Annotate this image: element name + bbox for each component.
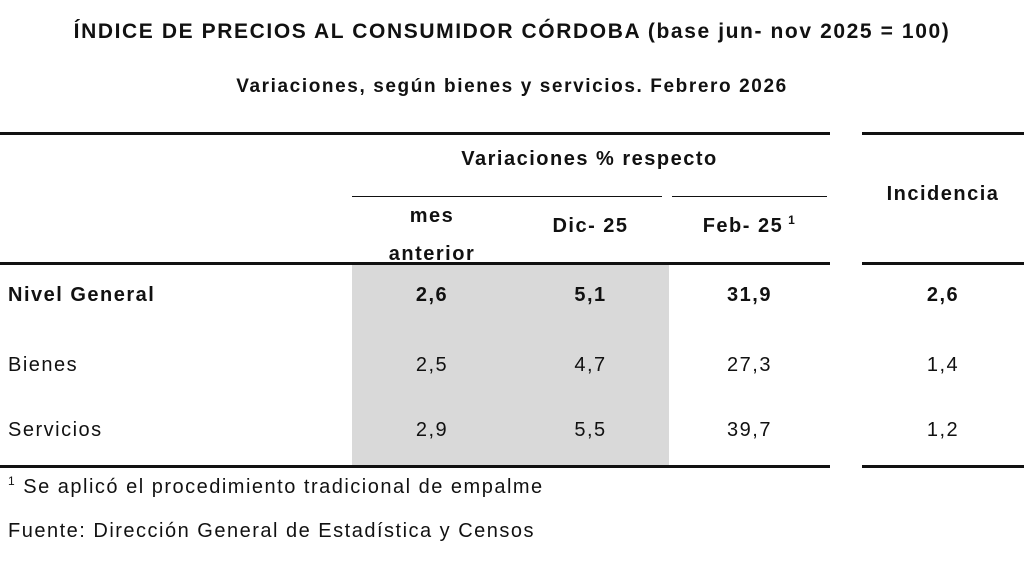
column-header-dic25: Dic- 25 <box>552 215 629 237</box>
cell-dic25: 5,5 <box>574 419 607 441</box>
cell-incidencia: 2,6 <box>926 284 960 306</box>
cell-mes-anterior: 2,6 <box>415 284 449 306</box>
footnote-marker: 1 <box>8 474 17 488</box>
column-header-line2: anterior <box>388 243 476 265</box>
footnote-ref: 1 <box>788 213 797 227</box>
cell-incidencia: 1,2 <box>926 419 960 441</box>
cell-mes-anterior: 2,9 <box>415 419 449 441</box>
page-title: ÍNDICE DE PRECIOS AL CONSUMIDOR CÓRDOBA … <box>73 20 951 43</box>
column-header-feb25: Feb- 25 1 <box>672 213 827 238</box>
incidencia-top-rule <box>862 132 1024 135</box>
incidencia-bottom-rule <box>862 465 1024 468</box>
footnote-text: Se aplicó el procedimiento tradicional d… <box>23 476 544 498</box>
group-rule-right <box>672 196 827 197</box>
source-note: Fuente: Dirección General de Estadística… <box>8 520 536 542</box>
column-header-feb25-label: Feb- 25 <box>702 215 784 237</box>
column-header-mes-anterior: mes anterior <box>352 197 512 273</box>
cell-feb25: 31,9 <box>727 284 772 306</box>
shaded-column-area <box>352 264 669 466</box>
row-label: Nivel General <box>8 284 156 306</box>
cell-incidencia: 1,4 <box>926 354 960 376</box>
page-subtitle: Variaciones, según bienes y servicios. F… <box>236 76 788 97</box>
table-top-rule <box>0 132 830 135</box>
table-bottom-rule <box>0 465 830 468</box>
row-label: Bienes <box>8 354 79 376</box>
cell-dic25: 5,1 <box>574 284 607 306</box>
cell-feb25: 39,7 <box>727 419 772 441</box>
incidencia-header: Incidencia <box>886 183 1000 205</box>
cell-mes-anterior: 2,5 <box>415 354 449 376</box>
footnote: 1 Se aplicó el procedimiento tradicional… <box>8 474 544 499</box>
incidencia-header-bottom-rule <box>862 262 1024 265</box>
row-label: Servicios <box>8 419 103 441</box>
column-header-line1: mes <box>409 205 455 227</box>
group-header: Variaciones % respecto <box>461 148 718 170</box>
header-bottom-rule <box>0 262 830 265</box>
cell-feb25: 27,3 <box>727 354 772 376</box>
cell-dic25: 4,7 <box>574 354 607 376</box>
group-rule-left <box>352 196 662 197</box>
